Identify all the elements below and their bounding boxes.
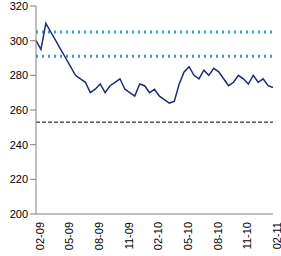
svg-text:240: 240 — [10, 139, 28, 151]
svg-text:260: 260 — [10, 104, 28, 116]
svg-text:200: 200 — [10, 208, 28, 220]
svg-text:320: 320 — [10, 0, 28, 12]
svg-text:02-11: 02-11 — [271, 222, 273, 249]
svg-text:05-09: 05-09 — [63, 222, 75, 250]
svg-text:02-09: 02-09 — [34, 222, 46, 250]
svg-text:05-10: 05-10 — [182, 222, 194, 250]
svg-text:300: 300 — [10, 35, 28, 47]
svg-text:220: 220 — [10, 173, 28, 185]
svg-text:08-09: 08-09 — [93, 222, 105, 250]
svg-text:11-10: 11-10 — [241, 222, 253, 249]
svg-text:02-10: 02-10 — [152, 222, 164, 250]
svg-text:08-10: 08-10 — [212, 222, 224, 250]
svg-text:11-09: 11-09 — [123, 222, 135, 249]
svg-text:280: 280 — [10, 69, 28, 81]
